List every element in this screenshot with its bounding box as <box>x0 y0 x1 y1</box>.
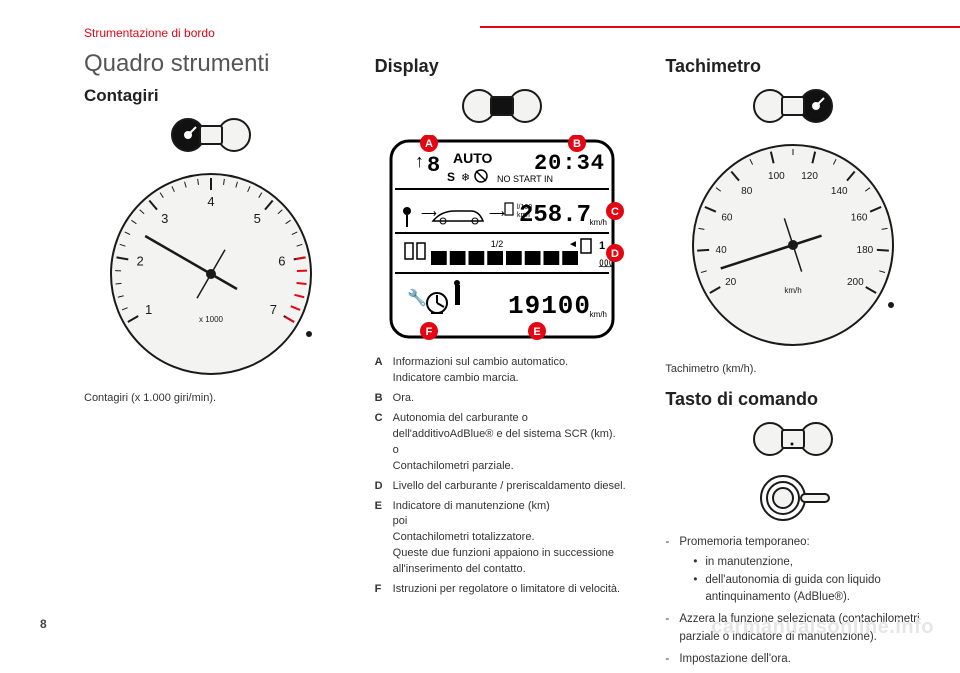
svg-text:19100: 19100 <box>508 291 591 321</box>
svg-text:20:34: 20:34 <box>534 151 605 176</box>
definition-key: D <box>375 479 393 495</box>
svg-text:S: S <box>447 170 455 184</box>
mini-cluster-icon <box>665 420 920 458</box>
definition-key: A <box>375 355 393 387</box>
svg-text:❄: ❄ <box>461 172 470 184</box>
display-heading: Display <box>375 56 630 77</box>
svg-text:⟶: ⟶ <box>489 208 505 220</box>
svg-text:◄: ◄ <box>568 239 578 250</box>
svg-text:6: 6 <box>279 253 286 268</box>
definition-row: EIndicatore di manutenzione (km)poiConta… <box>375 499 630 579</box>
svg-text:160: 160 <box>850 212 867 223</box>
svg-text:3: 3 <box>161 211 168 226</box>
page: Strumentazione di bordo Quadro strumenti… <box>0 0 960 649</box>
sub-bullet-item: in manutenzione, <box>693 554 920 572</box>
definition-value: Ora. <box>393 391 630 407</box>
mini-cluster-icon <box>84 116 339 154</box>
svg-text:D: D <box>611 248 619 260</box>
svg-text:1: 1 <box>599 240 605 252</box>
definition-key: C <box>375 411 393 475</box>
bullet-list: Promemoria temporaneo:in manutenzione,de… <box>665 534 920 669</box>
svg-text:100: 100 <box>768 171 785 182</box>
bullet-item: Impostazione dell'ora. <box>665 651 920 669</box>
svg-text:🔧: 🔧 <box>407 288 427 307</box>
svg-text:F: F <box>426 326 433 338</box>
section-tag: Strumentazione di bordo <box>84 26 920 40</box>
svg-text:5: 5 <box>254 211 261 226</box>
definition-value: Indicatore di manutenzione (km)poiContac… <box>393 499 630 579</box>
mini-cluster-icon <box>375 87 630 125</box>
contagiri-gauge: 1 2 3 4 5 6 7 x 1000 <box>84 164 339 384</box>
tachimetro-gauge: 20 40 60 80 100 120 140 160 180 200 km/h <box>665 135 920 355</box>
sub-bullet-item: dell'autonomia di guida con liquido anti… <box>693 572 920 608</box>
col-contagiri: Quadro strumenti Contagiri 1 2 3 4 5 6 7 x 1000… <box>84 50 339 673</box>
columns: Quadro strumenti Contagiri 1 2 3 4 5 6 7 x 1000… <box>84 50 920 673</box>
definition-row: CAutonomia del carburante o dell'additiv… <box>375 411 630 475</box>
col-tachimetro: Tachimetro 20 40 60 80 100 120 140 160 180 200 km/… <box>665 50 920 673</box>
svg-text:4: 4 <box>208 194 215 209</box>
svg-text:180: 180 <box>856 245 873 256</box>
svg-text:80: 80 <box>741 186 753 197</box>
control-button-icon <box>665 468 920 528</box>
svg-text:120: 120 <box>801 171 818 182</box>
svg-text:140: 140 <box>831 186 848 197</box>
definition-row: AInformazioni sul cambio automatico.Indi… <box>375 355 630 387</box>
svg-text:1/2: 1/2 <box>491 239 504 249</box>
svg-text:2: 2 <box>137 253 144 268</box>
page-number: 8 <box>40 617 47 631</box>
svg-text:km/h: km/h <box>784 286 801 295</box>
svg-text:A: A <box>425 138 433 150</box>
definition-key: B <box>375 391 393 407</box>
svg-text:60: 60 <box>721 212 733 223</box>
definition-value: Autonomia del carburante o dell'additivo… <box>393 411 630 475</box>
definition-row: BOra. <box>375 391 630 407</box>
definition-value: Livello del carburante / preriscaldament… <box>393 479 630 495</box>
contagiri-heading: Contagiri <box>84 86 339 106</box>
tachimetro-caption: Tachimetro (km/h). <box>665 363 920 375</box>
bullet-item: Promemoria temporaneo:in manutenzione,de… <box>665 534 920 607</box>
definition-value: Informazioni sul cambio automatico.Indic… <box>393 355 630 387</box>
svg-text:200: 200 <box>847 277 864 288</box>
svg-text:8: 8 <box>427 153 440 178</box>
svg-text:20: 20 <box>725 277 737 288</box>
definition-key: F <box>375 582 393 598</box>
svg-text:7: 7 <box>270 302 277 317</box>
definition-key: E <box>375 499 393 579</box>
svg-text:km/h: km/h <box>590 310 607 319</box>
definition-row: DLivello del carburante / preriscaldamen… <box>375 479 630 495</box>
lcd-display: ↑8AUTOS❄NO START IN20:34⟶⟶l/100km/l258.7… <box>375 135 630 345</box>
page-title: Quadro strumenti <box>84 50 339 78</box>
svg-text:40: 40 <box>715 245 727 256</box>
col-display: Display ↑8AUTOS❄NO START IN20:34⟶⟶l/100k… <box>375 50 630 673</box>
svg-text:AUTO: AUTO <box>453 150 493 166</box>
svg-text:↑: ↑ <box>415 151 424 171</box>
definition-row: FIstruzioni per regolatore o limitatore … <box>375 582 630 598</box>
svg-text:E: E <box>533 326 540 338</box>
mini-cluster-icon <box>665 87 920 125</box>
definition-list: AInformazioni sul cambio automatico.Indi… <box>375 355 630 598</box>
svg-text:B: B <box>573 138 581 150</box>
tasto-heading: Tasto di comando <box>665 389 920 410</box>
svg-text:km/h: km/h <box>590 218 607 227</box>
svg-text:x 1000: x 1000 <box>199 315 224 324</box>
svg-text:1: 1 <box>145 302 152 317</box>
svg-text:258.7: 258.7 <box>519 202 591 229</box>
header-accent-bar <box>480 26 960 28</box>
tachimetro-heading: Tachimetro <box>665 56 920 77</box>
definition-value: Istruzioni per regolatore o limitatore d… <box>393 582 630 598</box>
svg-text:C: C <box>611 206 619 218</box>
contagiri-caption: Contagiri (x 1.000 giri/min). <box>84 392 339 404</box>
watermark: carmanualsonline.info <box>711 616 934 639</box>
